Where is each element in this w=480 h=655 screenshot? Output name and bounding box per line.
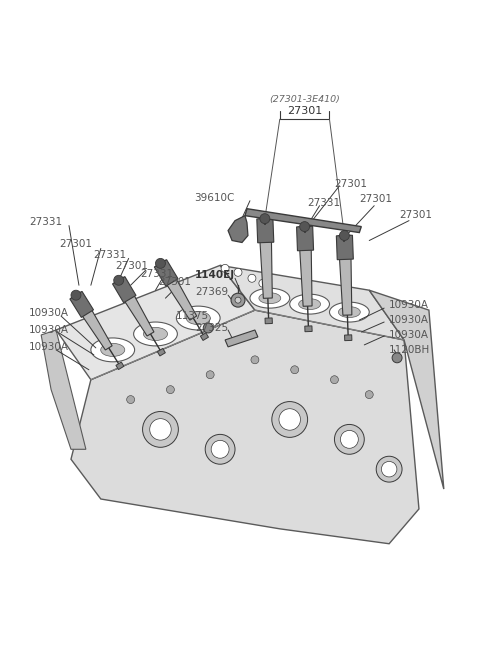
Polygon shape <box>265 318 272 324</box>
Ellipse shape <box>133 322 178 346</box>
Polygon shape <box>71 292 112 350</box>
Text: 11375: 11375 <box>175 311 208 321</box>
Polygon shape <box>228 215 248 242</box>
Polygon shape <box>345 335 352 341</box>
Polygon shape <box>113 277 154 336</box>
Circle shape <box>248 274 256 282</box>
Text: 10930A: 10930A <box>29 342 69 352</box>
Circle shape <box>340 430 358 448</box>
Circle shape <box>279 409 300 430</box>
Text: 27301: 27301 <box>116 261 149 271</box>
Polygon shape <box>297 226 313 251</box>
Circle shape <box>234 269 242 276</box>
Polygon shape <box>155 260 197 320</box>
Circle shape <box>235 297 241 303</box>
Text: 27331: 27331 <box>141 269 174 279</box>
Ellipse shape <box>176 306 220 330</box>
Circle shape <box>211 440 229 458</box>
Text: (27301-3E410): (27301-3E410) <box>269 95 340 104</box>
Circle shape <box>330 376 338 384</box>
Polygon shape <box>155 259 178 286</box>
Circle shape <box>156 259 166 269</box>
Ellipse shape <box>250 288 290 308</box>
Polygon shape <box>41 330 86 449</box>
Text: 27301: 27301 <box>59 240 92 250</box>
Circle shape <box>114 275 124 285</box>
Text: 27301: 27301 <box>360 194 392 204</box>
Polygon shape <box>112 276 136 303</box>
Circle shape <box>143 411 179 447</box>
Polygon shape <box>259 218 272 298</box>
Circle shape <box>203 323 213 333</box>
Text: 27301: 27301 <box>335 179 368 189</box>
Polygon shape <box>225 330 258 347</box>
Text: 27331: 27331 <box>308 198 341 208</box>
Circle shape <box>365 390 373 399</box>
Circle shape <box>71 290 81 300</box>
Circle shape <box>231 293 245 307</box>
Text: 27325: 27325 <box>195 323 228 333</box>
Circle shape <box>206 371 214 379</box>
Text: 10930A: 10930A <box>389 330 429 340</box>
Ellipse shape <box>338 307 360 318</box>
Polygon shape <box>116 362 124 369</box>
Polygon shape <box>200 333 208 341</box>
Circle shape <box>205 434 235 464</box>
Circle shape <box>167 386 174 394</box>
Text: 39610C: 39610C <box>195 193 235 203</box>
Text: 27301: 27301 <box>399 210 432 219</box>
Ellipse shape <box>259 293 281 304</box>
Polygon shape <box>56 265 255 380</box>
Circle shape <box>291 365 299 374</box>
Text: 10930A: 10930A <box>29 325 69 335</box>
Circle shape <box>335 424 364 455</box>
Polygon shape <box>220 265 404 340</box>
Polygon shape <box>257 218 274 243</box>
Text: 27331: 27331 <box>93 250 126 261</box>
Polygon shape <box>71 310 419 544</box>
Polygon shape <box>369 290 444 489</box>
Circle shape <box>251 356 259 364</box>
Ellipse shape <box>91 338 134 362</box>
Circle shape <box>221 265 229 272</box>
Circle shape <box>259 279 267 288</box>
Circle shape <box>127 396 134 403</box>
Polygon shape <box>305 326 312 331</box>
Circle shape <box>260 214 270 223</box>
Text: 10930A: 10930A <box>389 300 429 310</box>
Circle shape <box>272 402 308 438</box>
Text: 10930A: 10930A <box>29 308 69 318</box>
Text: 27331: 27331 <box>29 217 62 227</box>
Text: 27369: 27369 <box>195 287 228 297</box>
Circle shape <box>339 231 349 240</box>
Polygon shape <box>157 348 165 356</box>
Polygon shape <box>245 209 361 233</box>
Text: 1120BH: 1120BH <box>389 345 431 355</box>
Ellipse shape <box>290 294 329 314</box>
Text: 27301: 27301 <box>287 106 322 116</box>
Circle shape <box>300 221 310 232</box>
Ellipse shape <box>101 343 125 356</box>
Text: 1140EJ: 1140EJ <box>195 271 235 280</box>
Polygon shape <box>70 291 94 318</box>
Text: 10930A: 10930A <box>389 315 429 325</box>
Ellipse shape <box>144 328 168 341</box>
Polygon shape <box>299 227 312 307</box>
Polygon shape <box>336 235 353 259</box>
Polygon shape <box>338 235 352 315</box>
Circle shape <box>392 353 402 363</box>
Text: 27301: 27301 <box>158 277 192 288</box>
Ellipse shape <box>186 312 210 325</box>
Circle shape <box>376 457 402 482</box>
Ellipse shape <box>299 299 321 310</box>
Circle shape <box>150 419 171 440</box>
Circle shape <box>382 461 397 477</box>
Ellipse shape <box>329 302 369 322</box>
